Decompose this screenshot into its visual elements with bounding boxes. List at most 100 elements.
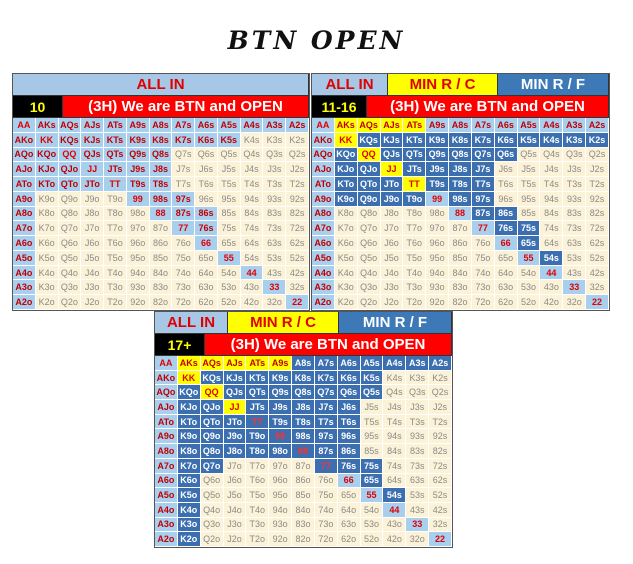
range-grid: AA AKs AQs AJs ATs A9s A8s A7s A6s A5s A4s A3s A2s AK…	[312, 118, 609, 310]
hand-cell-82s: 82s	[286, 206, 309, 222]
hand-cell-K2s: K2s	[286, 132, 309, 148]
hand-cell-32s: 32s	[429, 517, 452, 533]
hand-cell-T7s: T7s	[172, 177, 196, 192]
hand-cell-KJs: KJs	[380, 132, 404, 148]
hand-cell-Q8s: Q8s	[149, 147, 173, 163]
hand-cell-Q9s: Q9s	[126, 147, 150, 163]
hand-cell-J2o: J2o	[223, 532, 247, 547]
hand-cell-85o: 85o	[292, 488, 315, 503]
hand-cell-KK: KK	[35, 132, 59, 148]
hand-cell-72s: 72s	[586, 221, 609, 237]
hand-cell-64o: 64o	[494, 265, 518, 281]
hand-cell-76o: 76o	[172, 236, 196, 251]
hand-cell-J9o: J9o	[223, 429, 247, 445]
hand-cell-Q9s: Q9s	[269, 385, 293, 401]
hand-cell-K6s: K6s	[494, 132, 518, 148]
hand-cell-94s: 94s	[540, 191, 564, 207]
hand-cell-T4s: T4s	[383, 414, 407, 430]
hand-cell-98s: 98s	[449, 191, 472, 207]
hand-cell-K2s: K2s	[586, 132, 609, 148]
hand-cell-52o: 52o	[517, 295, 541, 310]
hand-cell-T6s: T6s	[337, 414, 361, 430]
hand-cell-KK: KK	[177, 370, 201, 386]
hand-cell-T4o: T4o	[403, 265, 427, 281]
hand-cell-QJs: QJs	[380, 147, 404, 163]
legend-min-raise-fold: MIN R / F	[339, 312, 452, 334]
hand-cell-95s: 95s	[217, 191, 241, 207]
hand-cell-73s: 73s	[263, 221, 287, 237]
hand-cell-TT: TT	[246, 414, 270, 430]
legend-all-in: ALL IN	[312, 74, 388, 96]
hand-cell-JJ: JJ	[81, 162, 105, 178]
hand-cell-55: 55	[360, 488, 384, 503]
hand-cell-72o: 72o	[314, 532, 338, 547]
hand-cell-AKo: AKo	[155, 370, 178, 386]
hand-cell-82o: 82o	[149, 295, 173, 310]
hand-cell-KJo: KJo	[334, 162, 358, 178]
hand-cell-43s: 43s	[563, 265, 587, 281]
hand-cell-74s: 74s	[540, 221, 564, 237]
hand-cell-A2s: A2s	[586, 118, 609, 133]
hand-cell-J3o: J3o	[223, 517, 247, 533]
hand-cell-A8s: A8s	[292, 356, 315, 371]
hand-cell-64s: 64s	[383, 473, 407, 489]
hand-cell-AJo: AJo	[13, 162, 36, 178]
hand-cell-J4s: J4s	[240, 162, 264, 178]
hand-cell-66: 66	[195, 236, 218, 251]
hand-cell-J4o: J4o	[223, 502, 247, 518]
hand-cell-AA: AA	[312, 118, 335, 133]
hand-cell-J8o: J8o	[223, 444, 247, 459]
hand-cell-A3o: A3o	[13, 280, 36, 296]
hand-cell-QJo: QJo	[357, 162, 381, 178]
hand-cell-74o: 74o	[471, 265, 495, 281]
hand-cell-AJs: AJs	[380, 118, 404, 133]
hand-cell-53o: 53o	[517, 280, 541, 296]
hand-cell-QJs: QJs	[223, 385, 247, 401]
hand-cell-22: 22	[586, 295, 609, 310]
hand-cell-93s: 93s	[563, 191, 587, 207]
hand-cell-66: 66	[337, 473, 361, 489]
hand-cell-ATs: ATs	[403, 118, 427, 133]
page-title: BTN OPEN	[227, 26, 406, 55]
hand-cell-A5s: A5s	[360, 356, 384, 371]
hand-cell-KTs: KTs	[104, 132, 127, 148]
hand-cell-64s: 64s	[240, 236, 264, 251]
hand-cell-T9o: T9o	[403, 191, 427, 207]
panel-stack-17-plus: ALL IN MIN R / C MIN R / F 17+ (3H) We a…	[154, 311, 453, 548]
hand-cell-Q5o: Q5o	[200, 488, 224, 503]
hand-cell-95s: 95s	[360, 429, 384, 445]
hand-cell-K9o: K9o	[334, 191, 358, 207]
hand-cell-32s: 32s	[286, 280, 309, 296]
hand-cell-KK: KK	[334, 132, 358, 148]
hand-cell-J8o: J8o	[380, 206, 404, 222]
hand-cell-64o: 64o	[195, 265, 218, 281]
hand-cell-T8s: T8s	[149, 177, 173, 192]
hand-cell-K5s: K5s	[217, 132, 241, 148]
hand-cell-86o: 86o	[292, 473, 315, 489]
hand-cell-AQo: AQo	[13, 147, 36, 163]
hand-cell-96o: 96o	[269, 473, 293, 489]
hand-cell-AJs: AJs	[223, 356, 247, 371]
hand-cell-J5s: J5s	[517, 162, 541, 178]
hand-cell-A8s: A8s	[449, 118, 472, 133]
hand-cell-63s: 63s	[406, 473, 430, 489]
hand-cell-J8s: J8s	[449, 162, 472, 178]
hand-cell-J3s: J3s	[406, 400, 430, 415]
hand-cell-72o: 72o	[471, 295, 495, 310]
hand-cell-65s: 65s	[217, 236, 241, 251]
hand-cell-73s: 73s	[563, 221, 587, 237]
hand-cell-Q8o: Q8o	[58, 206, 82, 222]
hand-cell-97s: 97s	[471, 191, 495, 207]
hand-cell-85o: 85o	[449, 250, 472, 266]
hand-cell-K6o: K6o	[35, 236, 59, 251]
hand-cell-Q8o: Q8o	[357, 206, 381, 222]
hand-cell-T2o: T2o	[403, 295, 427, 310]
hand-cell-K8s: K8s	[292, 370, 315, 386]
hand-cell-73o: 73o	[172, 280, 196, 296]
hand-cell-96s: 96s	[195, 191, 218, 207]
hand-cell-T3o: T3o	[403, 280, 427, 296]
hand-cell-K7s: K7s	[471, 132, 495, 148]
hand-cell-J7o: J7o	[223, 458, 247, 474]
hand-cell-62o: 62o	[337, 532, 361, 547]
hand-cell-T8o: T8o	[403, 206, 427, 222]
